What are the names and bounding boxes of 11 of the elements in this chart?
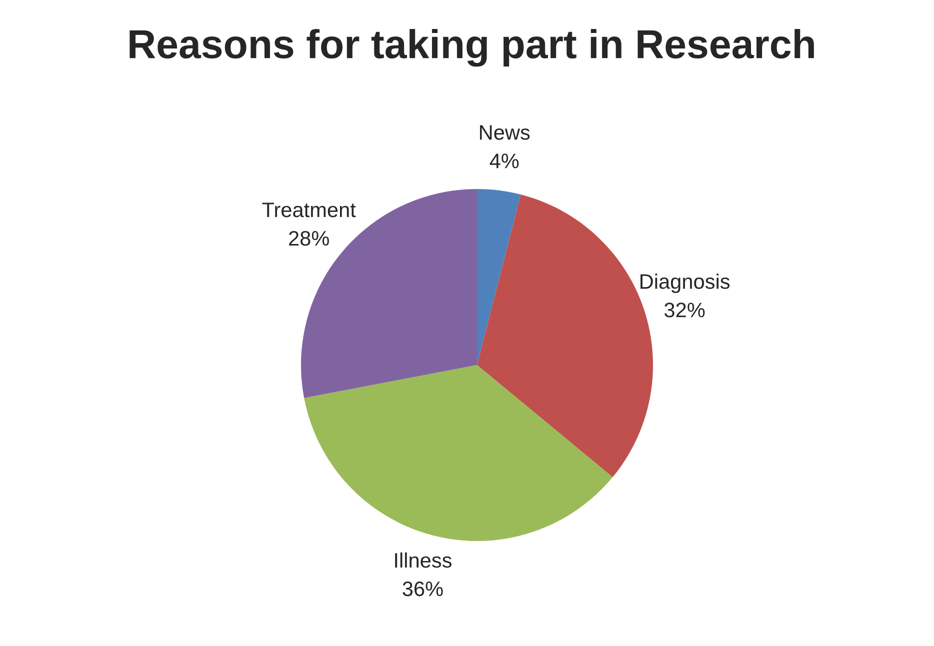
data-label: 4%: [490, 154, 519, 168]
data-label: 36%: [402, 581, 443, 596]
pie-slice: [304, 365, 613, 541]
pie-slice: [477, 189, 521, 365]
slice-label: Illness: [395, 552, 452, 568]
chart-title: Reasons for taking part in Research: [130, 28, 814, 67]
slice-label: News: [480, 125, 530, 140]
data-label: 32%: [664, 302, 705, 318]
slice-label: Diagnosis: [640, 274, 730, 294]
slice-label: Treatment: [262, 202, 356, 218]
data-label: 28%: [289, 230, 329, 246]
